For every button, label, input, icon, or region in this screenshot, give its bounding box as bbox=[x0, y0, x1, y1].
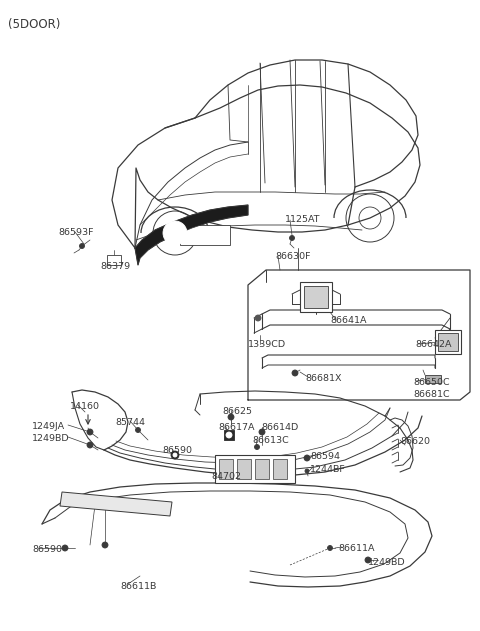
Text: 86642A: 86642A bbox=[415, 340, 452, 349]
Bar bbox=[425, 375, 441, 383]
Text: 86613C: 86613C bbox=[252, 436, 289, 445]
Circle shape bbox=[365, 557, 371, 563]
Bar bbox=[224, 430, 234, 440]
Circle shape bbox=[304, 455, 310, 461]
Polygon shape bbox=[60, 492, 172, 516]
Circle shape bbox=[327, 546, 333, 550]
Text: 86681C: 86681C bbox=[413, 390, 450, 399]
Text: 86594: 86594 bbox=[310, 452, 340, 461]
Text: 86611A: 86611A bbox=[338, 544, 374, 553]
Polygon shape bbox=[135, 205, 248, 265]
Circle shape bbox=[87, 429, 93, 435]
Circle shape bbox=[305, 469, 309, 473]
Text: 86620: 86620 bbox=[400, 437, 430, 446]
Bar bbox=[237, 459, 251, 479]
Bar bbox=[180, 225, 230, 245]
Text: 86630F: 86630F bbox=[275, 252, 311, 261]
Circle shape bbox=[254, 444, 260, 449]
Circle shape bbox=[226, 432, 232, 438]
Text: 14160: 14160 bbox=[70, 402, 100, 411]
Circle shape bbox=[62, 545, 68, 551]
Circle shape bbox=[171, 451, 179, 459]
Text: 86379: 86379 bbox=[100, 262, 130, 271]
Bar bbox=[107, 255, 121, 265]
Text: 86641A: 86641A bbox=[330, 316, 367, 325]
Circle shape bbox=[87, 442, 93, 448]
Text: 86614D: 86614D bbox=[261, 423, 298, 432]
Text: 86611B: 86611B bbox=[120, 582, 156, 591]
Text: 1339CD: 1339CD bbox=[248, 340, 286, 349]
Text: 86681X: 86681X bbox=[305, 374, 341, 383]
Text: 1249BD: 1249BD bbox=[32, 434, 70, 443]
Circle shape bbox=[173, 453, 177, 457]
Text: 1244BF: 1244BF bbox=[310, 465, 346, 474]
Text: 86590: 86590 bbox=[32, 545, 62, 554]
Bar bbox=[219, 459, 233, 479]
Bar bbox=[435, 330, 461, 354]
Circle shape bbox=[292, 370, 298, 376]
Text: 1249BD: 1249BD bbox=[368, 558, 406, 567]
Bar bbox=[255, 459, 269, 479]
Bar bbox=[304, 286, 328, 308]
Circle shape bbox=[135, 427, 141, 432]
Bar bbox=[215, 455, 295, 483]
Circle shape bbox=[255, 315, 261, 321]
Text: 1125AT: 1125AT bbox=[285, 215, 321, 224]
Circle shape bbox=[289, 235, 295, 240]
Text: 86650C: 86650C bbox=[413, 378, 450, 387]
Bar bbox=[300, 282, 332, 312]
Circle shape bbox=[80, 244, 84, 249]
Text: 86625: 86625 bbox=[222, 407, 252, 416]
Text: 84702: 84702 bbox=[211, 472, 241, 481]
Circle shape bbox=[163, 221, 187, 245]
Text: 1249JA: 1249JA bbox=[32, 422, 65, 431]
Text: 86590: 86590 bbox=[162, 446, 192, 455]
Circle shape bbox=[102, 542, 108, 548]
Text: 86617A: 86617A bbox=[218, 423, 254, 432]
Text: 86593F: 86593F bbox=[58, 228, 94, 237]
Bar bbox=[438, 333, 458, 351]
Text: (5DOOR): (5DOOR) bbox=[8, 18, 60, 31]
Text: 85744: 85744 bbox=[115, 418, 145, 427]
Bar bbox=[273, 459, 287, 479]
Circle shape bbox=[228, 414, 234, 420]
Circle shape bbox=[259, 429, 265, 435]
